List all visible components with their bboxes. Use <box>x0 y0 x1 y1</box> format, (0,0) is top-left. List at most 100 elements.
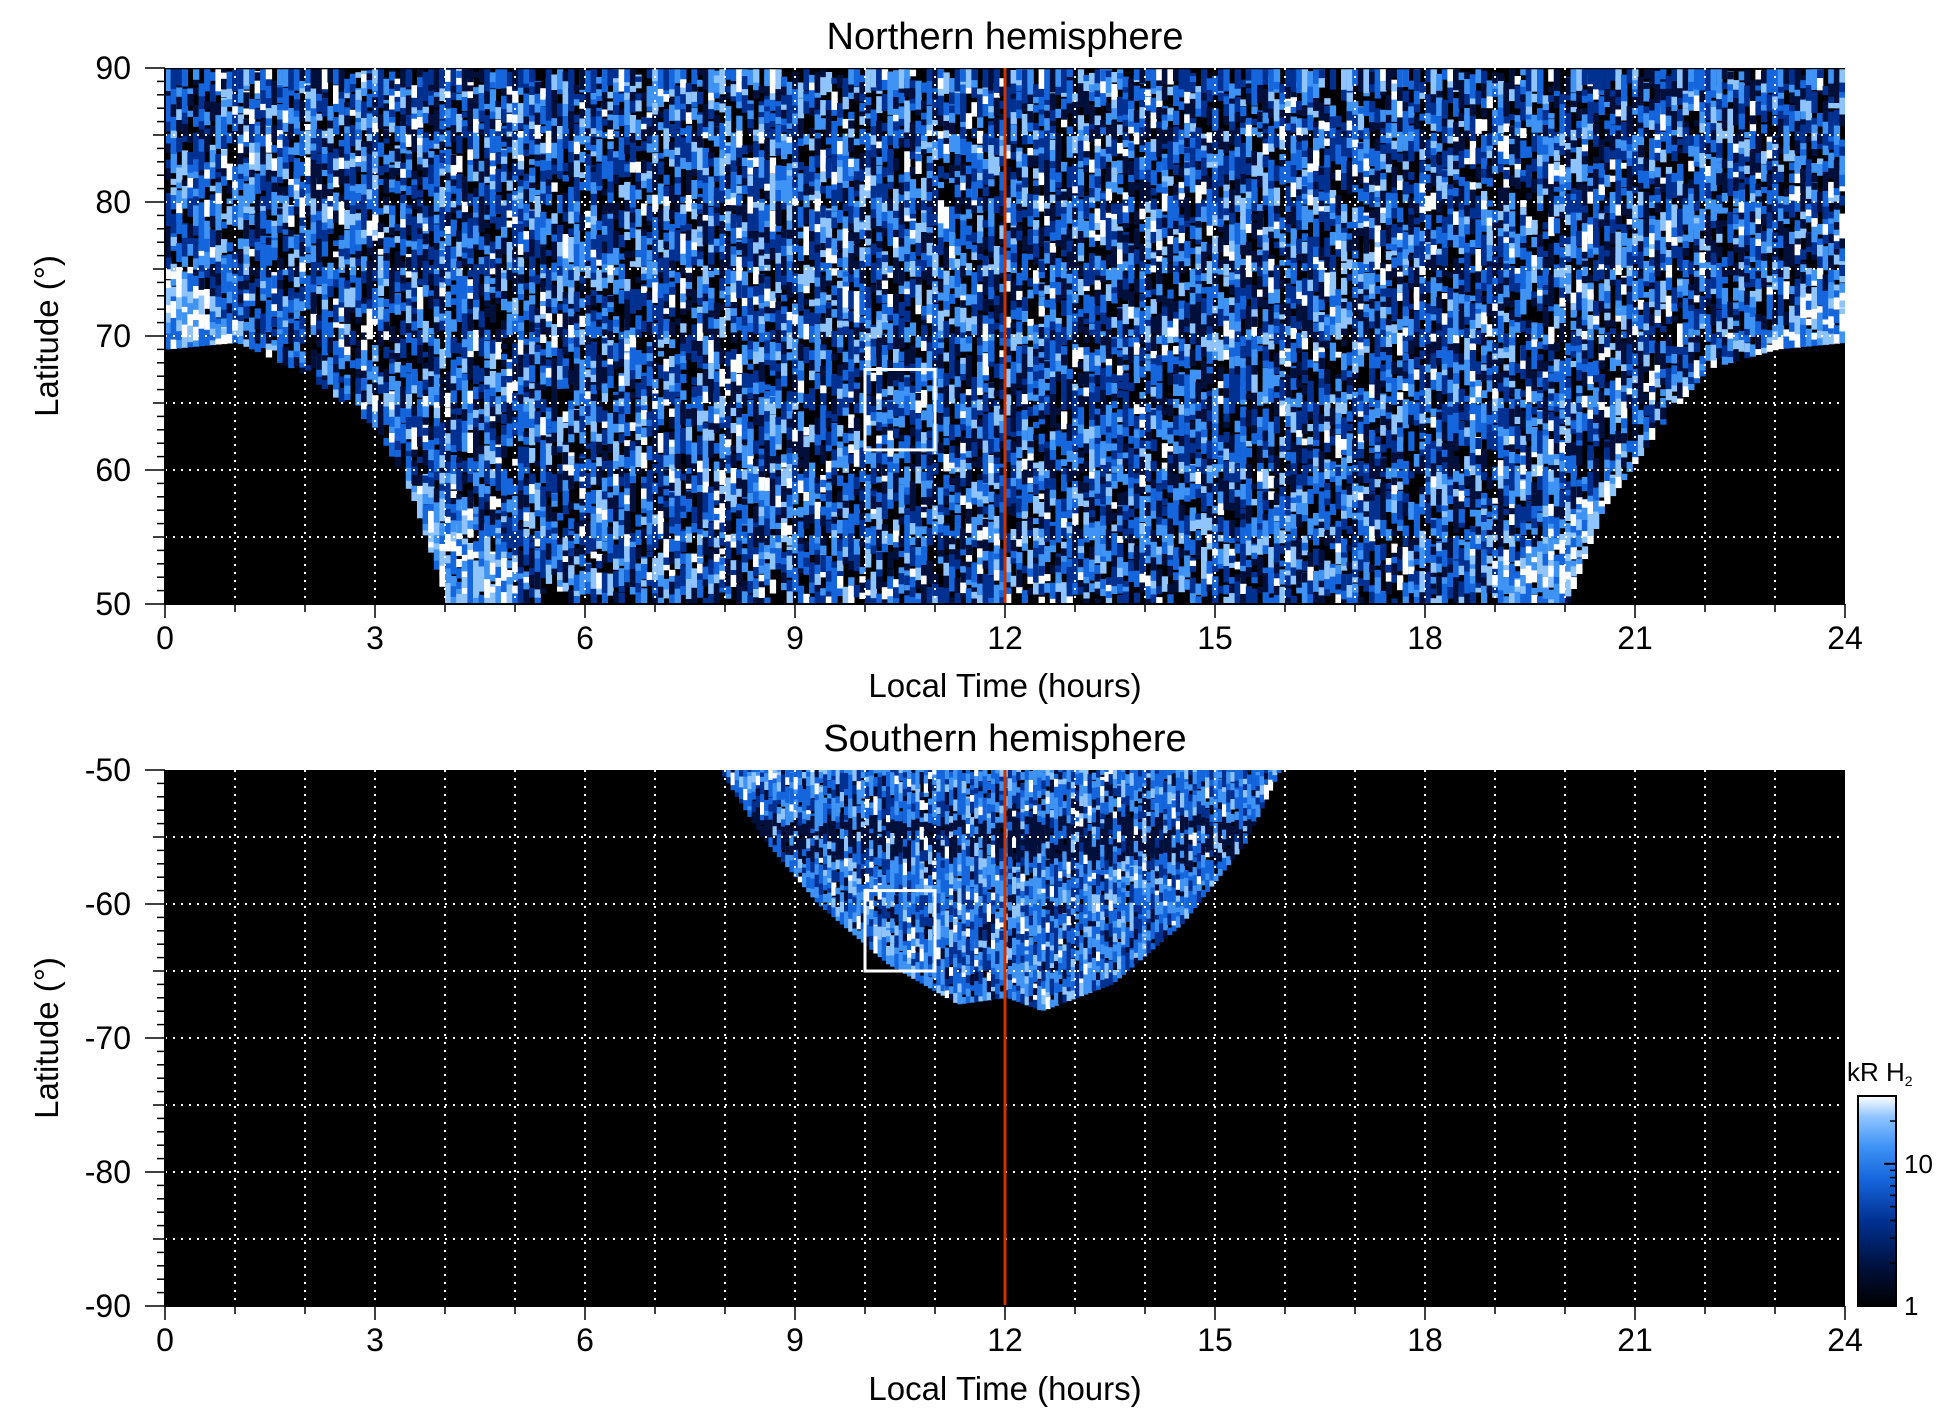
swath-cell <box>730 323 737 333</box>
swath-cell <box>271 174 278 192</box>
swath-cell <box>596 401 603 423</box>
swath-cell <box>758 116 765 124</box>
swath-cell <box>523 577 530 583</box>
swath-cell <box>719 98 726 113</box>
swath-cell <box>708 486 715 493</box>
swath-cell <box>232 303 239 320</box>
swath-cell <box>422 412 429 425</box>
swath-cell <box>181 185 189 192</box>
swath-cell <box>254 71 261 94</box>
swath-cell <box>646 236 653 245</box>
swath-cell <box>764 276 771 289</box>
swath-cell <box>204 162 211 170</box>
swath-cell <box>769 396 777 404</box>
swath-cell <box>741 177 749 186</box>
swath-cell <box>607 142 614 162</box>
swath-cell <box>439 377 446 385</box>
swath-cell <box>870 339 877 354</box>
swath-cell <box>439 484 446 491</box>
swath-cell <box>736 432 743 447</box>
swath-cell <box>669 417 676 429</box>
swath-cell <box>601 118 609 126</box>
swath-cell <box>842 85 849 110</box>
swath-cell <box>853 177 861 191</box>
swath-cell <box>585 499 592 513</box>
swath-cell <box>601 212 609 226</box>
swath-cell <box>439 571 446 587</box>
swath-cell <box>456 114 463 133</box>
swath-cell <box>674 230 681 241</box>
swath-cell <box>590 310 597 322</box>
swath-cell <box>747 175 754 186</box>
swath-cell <box>316 246 323 254</box>
swath-cell <box>725 501 732 521</box>
swath-cell <box>484 238 491 255</box>
swath-cell <box>551 236 558 261</box>
swath-cell <box>585 231 592 240</box>
swath-cell <box>165 313 172 334</box>
swath-cell <box>680 157 687 169</box>
swath-cell <box>596 139 603 162</box>
swath-cell <box>887 209 894 224</box>
swath-cell <box>792 133 799 154</box>
swath-cell <box>517 179 525 187</box>
swath-cell <box>814 278 821 299</box>
swath-cell <box>461 417 469 428</box>
swath-cell <box>433 277 441 299</box>
swath-cell <box>697 375 704 396</box>
swath-cell <box>456 343 463 354</box>
swath-cell <box>389 286 396 304</box>
swath-cell <box>618 509 625 521</box>
swath-cell <box>669 209 676 220</box>
swath-cell <box>198 247 205 266</box>
swath-cell <box>741 69 749 77</box>
swath-cell <box>708 489 715 513</box>
swath-cell <box>517 522 525 547</box>
swath-cell <box>529 535 536 541</box>
swath-cell <box>596 433 603 442</box>
swath-cell <box>646 260 653 280</box>
swath-cell <box>243 218 250 239</box>
swath-cell <box>865 249 872 267</box>
swath-cell <box>657 111 665 119</box>
swath-cell <box>181 107 189 124</box>
swath-cell <box>232 275 239 283</box>
swath-cell <box>669 526 676 534</box>
swath-cell <box>697 253 704 267</box>
swath-cell <box>747 287 754 298</box>
swath-cell <box>898 379 905 391</box>
swath-cell <box>361 101 368 118</box>
swath-cell <box>355 165 362 173</box>
swath-cell <box>277 351 284 363</box>
swath-cell <box>316 160 323 185</box>
swath-cell <box>506 412 513 424</box>
swath-cell <box>876 454 883 474</box>
swath-cell <box>534 217 541 235</box>
swath-cell <box>904 283 911 307</box>
swath-cell <box>377 113 385 129</box>
swath-cell <box>495 577 502 587</box>
swath-cell <box>534 574 541 590</box>
swath-cell <box>825 498 833 508</box>
swath-cell <box>697 247 704 260</box>
swath-cell <box>708 316 715 329</box>
swath-cell <box>898 361 905 371</box>
swath-cell <box>853 504 861 525</box>
swath-cell <box>501 111 508 123</box>
swath-cell <box>495 457 502 476</box>
swath-cell <box>708 290 715 311</box>
swath-cell <box>753 347 760 364</box>
swath-cell <box>607 267 614 283</box>
swath-cell <box>825 147 833 157</box>
swath-cell <box>562 411 569 423</box>
swath-cell <box>624 182 631 200</box>
swath-cell <box>489 450 497 464</box>
swath-cell <box>831 91 838 110</box>
swath-cell <box>618 342 625 360</box>
swath-cell <box>316 199 323 212</box>
swath-cell <box>764 494 771 506</box>
north-panel: Northern hemisphere 0 3 6 9 12 15 18 21 24506070… <box>28 16 1863 704</box>
swath-cell <box>299 131 306 147</box>
swath-cell <box>299 316 306 330</box>
